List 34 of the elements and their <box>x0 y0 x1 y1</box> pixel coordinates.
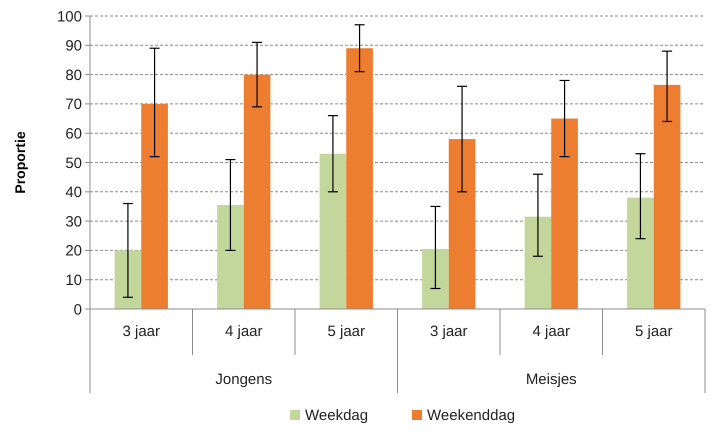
x-tick-label: 3 jaar <box>430 323 468 340</box>
legend-label: Weekenddag <box>427 407 516 424</box>
bar <box>244 74 270 309</box>
bar <box>448 139 476 309</box>
y-tick-label: 0 <box>74 301 82 318</box>
bar <box>654 84 680 309</box>
bar <box>524 216 552 309</box>
bar <box>320 154 346 309</box>
text: Jongens <box>215 371 272 388</box>
x-tick-label: 5 jaar <box>327 323 366 340</box>
text: Meisjes <box>526 371 577 388</box>
y-tick-label: 70 <box>65 96 82 114</box>
bar <box>551 118 578 309</box>
legend-label: Weekdag <box>305 407 368 424</box>
y-tick-label: 30 <box>65 213 82 230</box>
y-tick-label: 50 <box>65 154 82 172</box>
y-tick-label: 100 <box>56 8 82 26</box>
y-tick-label: 60 <box>65 125 82 142</box>
bar <box>346 48 373 309</box>
x-tick-label: 5 jaar <box>634 323 673 340</box>
bar <box>217 204 244 309</box>
y-tick-label: 20 <box>65 242 82 260</box>
x-tick-label: 3 jaar <box>122 323 160 340</box>
bar <box>114 250 142 309</box>
y-tick-label: 10 <box>65 272 82 289</box>
bar <box>627 198 654 309</box>
bar <box>141 104 168 309</box>
x-tick-label: 4 jaar <box>224 323 263 340</box>
y-tick-label: 40 <box>65 184 82 202</box>
bar <box>422 248 449 309</box>
y-tick-label: 80 <box>65 66 82 84</box>
y-axis-title: Proportie <box>12 131 28 194</box>
y-tick-label: 90 <box>65 38 82 55</box>
x-tick-label: 4 jaar <box>532 323 570 340</box>
